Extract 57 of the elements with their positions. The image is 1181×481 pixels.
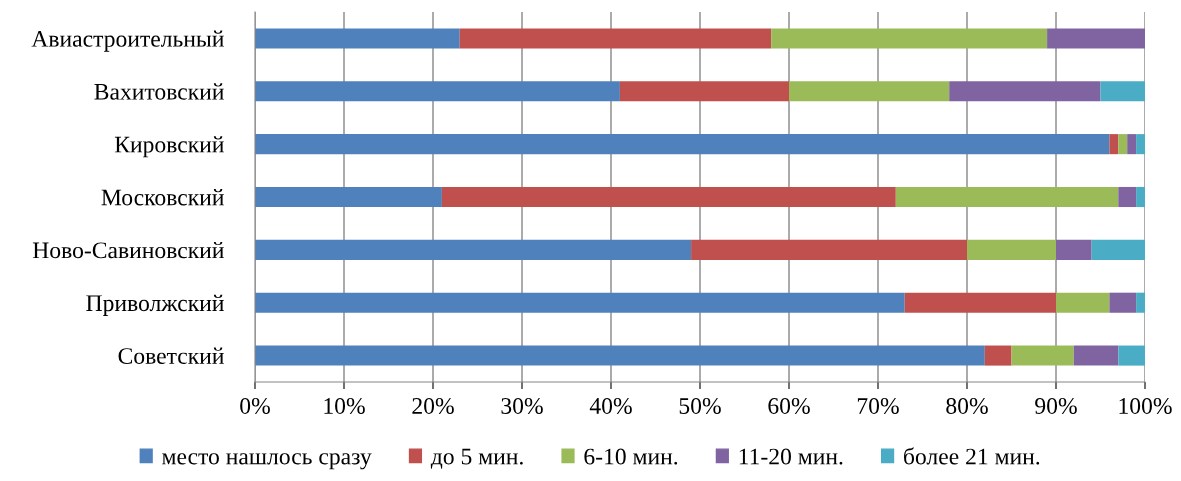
bar bbox=[771, 28, 1048, 49]
bar bbox=[1118, 186, 1137, 208]
x-tick-label: 40% bbox=[589, 397, 632, 414]
bar bbox=[691, 239, 967, 260]
x-tick-label: 70% bbox=[857, 397, 899, 414]
bar bbox=[1118, 134, 1128, 155]
bar bbox=[255, 239, 692, 260]
bar bbox=[1109, 134, 1119, 155]
bar bbox=[789, 81, 950, 102]
bar bbox=[619, 81, 789, 102]
bar bbox=[895, 186, 1119, 208]
legend-label: более 21 мин. bbox=[904, 447, 1040, 465]
x-tick-label: 0% bbox=[240, 397, 270, 414]
bar bbox=[1100, 81, 1145, 102]
bar bbox=[1118, 345, 1145, 366]
legend-label: 6-10 мин. bbox=[584, 448, 678, 465]
bar bbox=[1056, 239, 1092, 260]
bar bbox=[459, 28, 772, 49]
y-tick-label: Советский bbox=[118, 347, 224, 364]
bar bbox=[255, 186, 442, 208]
bar bbox=[1056, 292, 1110, 313]
y-tick-label: Авиастроительный bbox=[31, 30, 224, 52]
x-tick-label: 80% bbox=[946, 397, 988, 414]
x-tick-label: 10% bbox=[324, 397, 365, 414]
x-tick-label: 60% bbox=[768, 397, 810, 414]
y-tick-label: Кировский bbox=[114, 136, 224, 158]
bar bbox=[904, 292, 1056, 313]
bar bbox=[1127, 134, 1137, 155]
x-tick-label: 100% bbox=[1119, 397, 1172, 414]
bar bbox=[255, 81, 620, 102]
bar bbox=[967, 239, 1056, 260]
legend-label: 11-20 мин. bbox=[739, 448, 843, 465]
bar bbox=[984, 345, 1012, 366]
y-tick-label: Вахитовский bbox=[94, 83, 224, 100]
bar bbox=[949, 81, 1101, 102]
legend-label: до 5 мин. bbox=[430, 448, 523, 469]
bar bbox=[1073, 345, 1119, 366]
bar bbox=[1011, 345, 1074, 366]
bar bbox=[255, 28, 460, 49]
bar bbox=[1136, 186, 1145, 208]
x-tick-label: 30% bbox=[501, 397, 543, 414]
y-tick-label: Ново-Савиновский bbox=[32, 241, 224, 259]
y-tick-label: Приволжский bbox=[86, 294, 224, 316]
bar bbox=[1136, 292, 1145, 313]
bar bbox=[255, 134, 1110, 155]
x-tick-label: 90% bbox=[1035, 397, 1077, 414]
bar bbox=[255, 345, 985, 366]
x-tick-label: 20% bbox=[412, 397, 454, 414]
bar bbox=[1136, 134, 1145, 155]
bar bbox=[1047, 28, 1145, 49]
x-tick-label: 50% bbox=[679, 397, 721, 414]
bar bbox=[441, 186, 896, 208]
y-tick-label: Московский bbox=[101, 189, 224, 206]
bar bbox=[1091, 239, 1145, 260]
bar bbox=[1109, 292, 1137, 313]
legend-label: место нашлось сразу bbox=[162, 453, 372, 470]
bar bbox=[255, 292, 905, 313]
